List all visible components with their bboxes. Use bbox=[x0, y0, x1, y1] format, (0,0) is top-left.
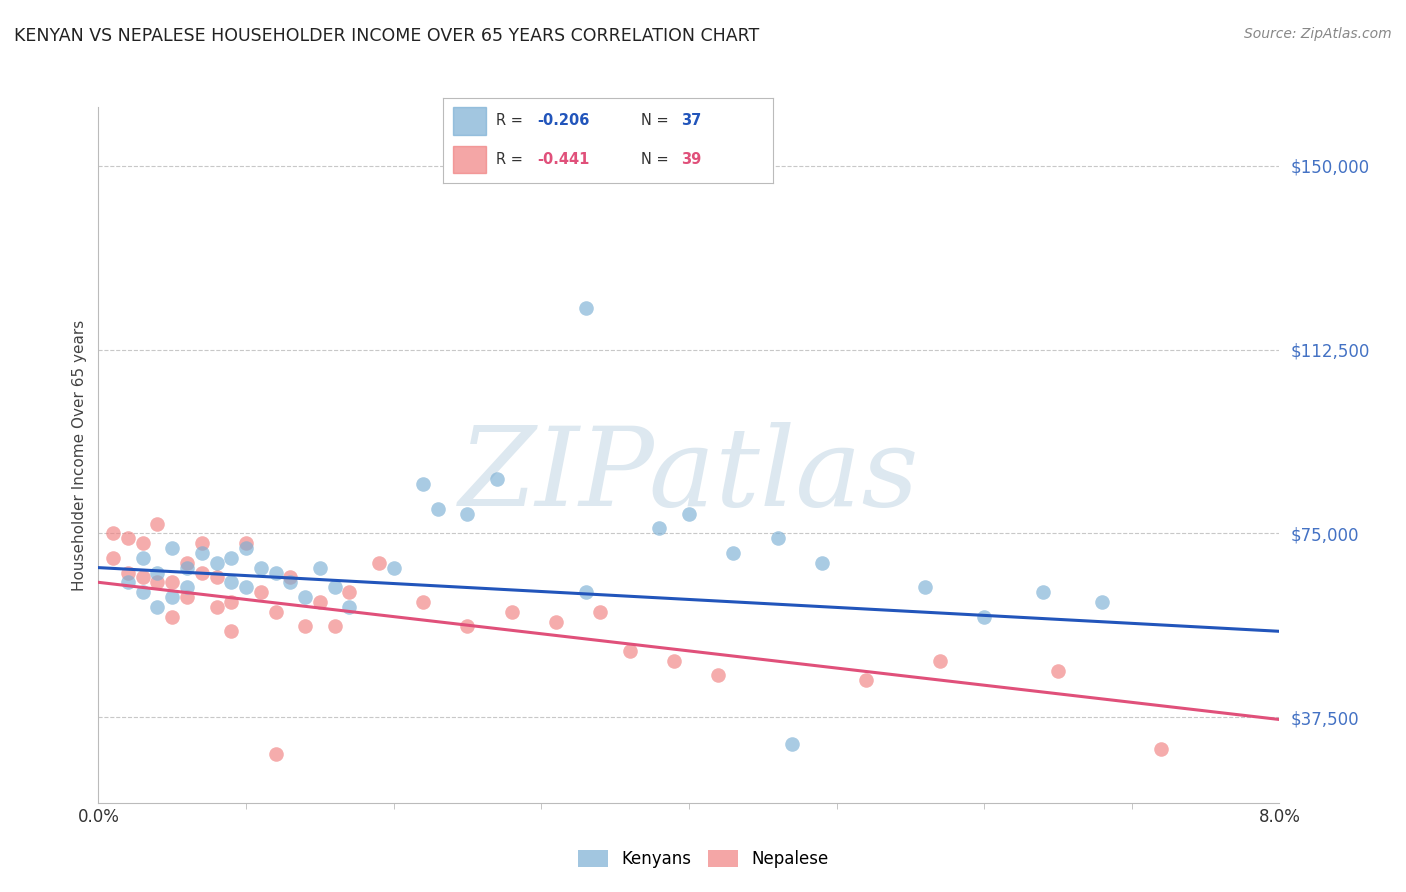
Text: Source: ZipAtlas.com: Source: ZipAtlas.com bbox=[1244, 27, 1392, 41]
Point bbox=[103, 526, 124, 541]
Point bbox=[264, 566, 287, 580]
Bar bbox=[453, 107, 486, 135]
Point bbox=[589, 605, 612, 619]
Point bbox=[235, 541, 257, 555]
Point bbox=[132, 585, 155, 599]
Point bbox=[219, 575, 242, 590]
Point bbox=[132, 536, 155, 550]
Legend: Kenyans, Nepalese: Kenyans, Nepalese bbox=[571, 843, 835, 875]
Point bbox=[456, 619, 478, 633]
Point bbox=[162, 541, 183, 555]
Point bbox=[278, 575, 301, 590]
Point bbox=[191, 546, 214, 560]
Point bbox=[1091, 595, 1114, 609]
Text: 39: 39 bbox=[681, 152, 702, 167]
Point bbox=[707, 668, 730, 682]
Point bbox=[456, 507, 478, 521]
Point bbox=[928, 654, 950, 668]
Point bbox=[308, 595, 332, 609]
Point bbox=[308, 560, 332, 574]
Point bbox=[205, 599, 228, 614]
Point bbox=[176, 580, 198, 594]
Point bbox=[294, 619, 316, 633]
Text: R =: R = bbox=[496, 113, 527, 128]
Y-axis label: Householder Income Over 65 years: Householder Income Over 65 years bbox=[72, 319, 87, 591]
Point bbox=[176, 556, 198, 570]
Text: ZIPatlas: ZIPatlas bbox=[458, 422, 920, 530]
Point bbox=[337, 599, 360, 614]
Text: 37: 37 bbox=[681, 113, 702, 128]
Point bbox=[337, 585, 360, 599]
Text: R =: R = bbox=[496, 152, 527, 167]
Point bbox=[294, 590, 316, 604]
Text: -0.206: -0.206 bbox=[537, 113, 589, 128]
Text: N =: N = bbox=[641, 152, 673, 167]
Text: N =: N = bbox=[641, 113, 673, 128]
Point bbox=[117, 531, 139, 545]
Point bbox=[574, 585, 596, 599]
Point bbox=[117, 566, 139, 580]
Point bbox=[235, 536, 257, 550]
Point bbox=[367, 556, 389, 570]
Point bbox=[323, 580, 346, 594]
Point bbox=[1150, 742, 1173, 756]
Point bbox=[501, 605, 523, 619]
Point bbox=[205, 570, 228, 584]
Point bbox=[678, 507, 700, 521]
Point bbox=[648, 521, 671, 535]
Text: -0.441: -0.441 bbox=[537, 152, 589, 167]
Point bbox=[146, 566, 169, 580]
Point bbox=[264, 747, 287, 761]
Point bbox=[855, 673, 877, 688]
Point bbox=[278, 570, 301, 584]
Point bbox=[250, 585, 273, 599]
Point bbox=[485, 472, 508, 486]
Point bbox=[426, 501, 449, 516]
Point bbox=[619, 644, 641, 658]
Point bbox=[162, 590, 183, 604]
Point bbox=[412, 477, 434, 491]
Point bbox=[132, 550, 155, 565]
Point bbox=[176, 590, 198, 604]
Point bbox=[810, 556, 832, 570]
Point bbox=[973, 609, 995, 624]
Point bbox=[191, 536, 214, 550]
Point bbox=[721, 546, 744, 560]
Point bbox=[1032, 585, 1054, 599]
Point bbox=[235, 580, 257, 594]
Point bbox=[162, 575, 183, 590]
Point bbox=[146, 575, 169, 590]
Point bbox=[544, 615, 567, 629]
Point bbox=[264, 605, 287, 619]
Point bbox=[146, 516, 169, 531]
Point bbox=[766, 531, 789, 545]
Point bbox=[782, 737, 804, 751]
Point bbox=[219, 624, 242, 639]
Point bbox=[412, 595, 434, 609]
Point bbox=[1046, 664, 1069, 678]
Point bbox=[146, 599, 169, 614]
Point bbox=[219, 550, 242, 565]
Point bbox=[219, 595, 242, 609]
Point bbox=[191, 566, 214, 580]
Point bbox=[250, 560, 273, 574]
Point bbox=[117, 575, 139, 590]
Point bbox=[162, 609, 183, 624]
Point bbox=[103, 550, 124, 565]
Point bbox=[914, 580, 936, 594]
Point bbox=[176, 560, 198, 574]
Point bbox=[574, 301, 596, 315]
Point bbox=[664, 654, 686, 668]
Point bbox=[205, 556, 228, 570]
Point bbox=[323, 619, 346, 633]
Text: KENYAN VS NEPALESE HOUSEHOLDER INCOME OVER 65 YEARS CORRELATION CHART: KENYAN VS NEPALESE HOUSEHOLDER INCOME OV… bbox=[14, 27, 759, 45]
Point bbox=[132, 570, 155, 584]
Bar bbox=[453, 145, 486, 173]
Point bbox=[382, 560, 405, 574]
